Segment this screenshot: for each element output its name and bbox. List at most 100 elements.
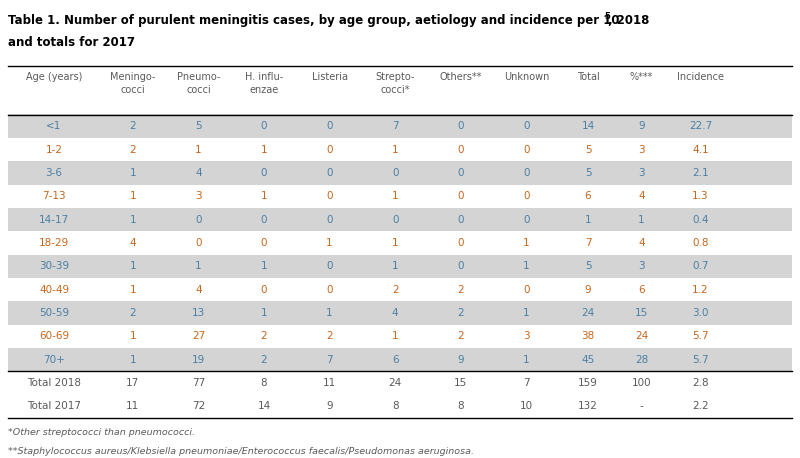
Text: 1: 1 <box>392 191 398 201</box>
Text: 72: 72 <box>192 402 205 411</box>
Text: 0: 0 <box>326 191 333 201</box>
Text: 15: 15 <box>635 308 648 318</box>
Text: 5: 5 <box>195 121 202 131</box>
Text: 4: 4 <box>195 285 202 294</box>
Text: 22.7: 22.7 <box>689 121 712 131</box>
Text: 8: 8 <box>261 378 267 388</box>
Text: 2.1: 2.1 <box>692 168 709 178</box>
Text: 0: 0 <box>261 121 267 131</box>
Text: 3: 3 <box>638 168 645 178</box>
Text: 0.4: 0.4 <box>692 215 709 224</box>
Text: 14: 14 <box>258 402 270 411</box>
Text: **Staphylococcus aureus/Klebsiella pneumoniae/Enterococcus faecalis/Pseudomonas : **Staphylococcus aureus/Klebsiella pneum… <box>8 447 474 456</box>
Text: and totals for 2017: and totals for 2017 <box>8 36 135 49</box>
Text: 7: 7 <box>523 378 530 388</box>
Text: 24: 24 <box>389 378 402 388</box>
Text: 14-17: 14-17 <box>39 215 69 224</box>
Text: 77: 77 <box>192 378 205 388</box>
Text: 0: 0 <box>523 215 530 224</box>
Text: 5: 5 <box>585 145 591 154</box>
Text: 1: 1 <box>523 238 530 248</box>
Text: 2: 2 <box>261 355 267 365</box>
Text: 0: 0 <box>523 191 530 201</box>
Text: 1: 1 <box>130 285 136 294</box>
Text: 3: 3 <box>195 191 202 201</box>
Text: 2: 2 <box>458 332 464 341</box>
Text: 14: 14 <box>582 121 594 131</box>
Text: 5: 5 <box>604 12 610 21</box>
Text: 15: 15 <box>454 378 467 388</box>
Text: Listeria: Listeria <box>312 72 348 82</box>
Text: 30-39: 30-39 <box>39 262 69 271</box>
Text: 9: 9 <box>638 121 645 131</box>
Text: 1: 1 <box>585 215 591 224</box>
Text: 0: 0 <box>392 215 398 224</box>
Text: , 2018: , 2018 <box>608 14 650 27</box>
Text: 9: 9 <box>458 355 464 365</box>
Text: 1: 1 <box>261 262 267 271</box>
Text: 159: 159 <box>578 378 598 388</box>
Text: 2.8: 2.8 <box>692 378 709 388</box>
Text: Total 2017: Total 2017 <box>27 402 81 411</box>
Text: 7: 7 <box>392 121 398 131</box>
Text: 0: 0 <box>523 121 530 131</box>
Text: 0: 0 <box>458 191 464 201</box>
Text: 7: 7 <box>326 355 333 365</box>
Text: Total: Total <box>577 72 599 82</box>
Text: 27: 27 <box>192 332 205 341</box>
Text: 3-6: 3-6 <box>46 168 62 178</box>
Text: 5: 5 <box>585 262 591 271</box>
Text: Others**: Others** <box>440 72 482 82</box>
Text: 0: 0 <box>261 285 267 294</box>
Text: 10: 10 <box>520 402 533 411</box>
Text: 6: 6 <box>392 355 398 365</box>
Text: 1: 1 <box>392 332 398 341</box>
Text: Unknown: Unknown <box>504 72 549 82</box>
Text: Pneumo-
cocci: Pneumo- cocci <box>177 72 220 95</box>
Text: 1: 1 <box>523 262 530 271</box>
Text: 1: 1 <box>195 262 202 271</box>
Text: 7-13: 7-13 <box>42 191 66 201</box>
Text: 8: 8 <box>392 402 398 411</box>
Text: 1: 1 <box>261 308 267 318</box>
Text: 1: 1 <box>523 308 530 318</box>
Text: 5.7: 5.7 <box>692 332 709 341</box>
Text: 0: 0 <box>458 145 464 154</box>
Text: 2: 2 <box>458 308 464 318</box>
Text: 0: 0 <box>392 168 398 178</box>
Text: 4: 4 <box>392 308 398 318</box>
Text: 3: 3 <box>638 262 645 271</box>
Text: 4: 4 <box>195 168 202 178</box>
Text: 0: 0 <box>523 285 530 294</box>
Text: 1: 1 <box>130 262 136 271</box>
Text: <1: <1 <box>46 121 62 131</box>
Text: 6: 6 <box>638 285 645 294</box>
Text: 1: 1 <box>261 191 267 201</box>
Text: 5: 5 <box>585 168 591 178</box>
Text: 7: 7 <box>585 238 591 248</box>
Text: 2: 2 <box>130 308 136 318</box>
Text: 0: 0 <box>326 285 333 294</box>
Text: 0: 0 <box>261 238 267 248</box>
Text: 3: 3 <box>523 332 530 341</box>
Text: 0: 0 <box>326 121 333 131</box>
Text: 5.7: 5.7 <box>692 355 709 365</box>
Text: 1.3: 1.3 <box>692 191 709 201</box>
Text: 3.0: 3.0 <box>692 308 709 318</box>
Text: 38: 38 <box>582 332 594 341</box>
Text: 1: 1 <box>261 145 267 154</box>
Text: 100: 100 <box>632 378 651 388</box>
Text: 1: 1 <box>130 215 136 224</box>
Text: Meningo-
cocci: Meningo- cocci <box>110 72 155 95</box>
Text: *Other streptococci than pneumococci.: *Other streptococci than pneumococci. <box>8 428 195 437</box>
Text: 4: 4 <box>638 238 645 248</box>
Text: Age (years): Age (years) <box>26 72 82 82</box>
Text: Incidence: Incidence <box>677 72 724 82</box>
Text: 11: 11 <box>323 378 336 388</box>
Text: 1: 1 <box>638 215 645 224</box>
Text: 0: 0 <box>326 145 333 154</box>
Text: 0: 0 <box>458 168 464 178</box>
Text: 1: 1 <box>130 191 136 201</box>
Text: 1-2: 1-2 <box>46 145 62 154</box>
Text: 0: 0 <box>458 262 464 271</box>
